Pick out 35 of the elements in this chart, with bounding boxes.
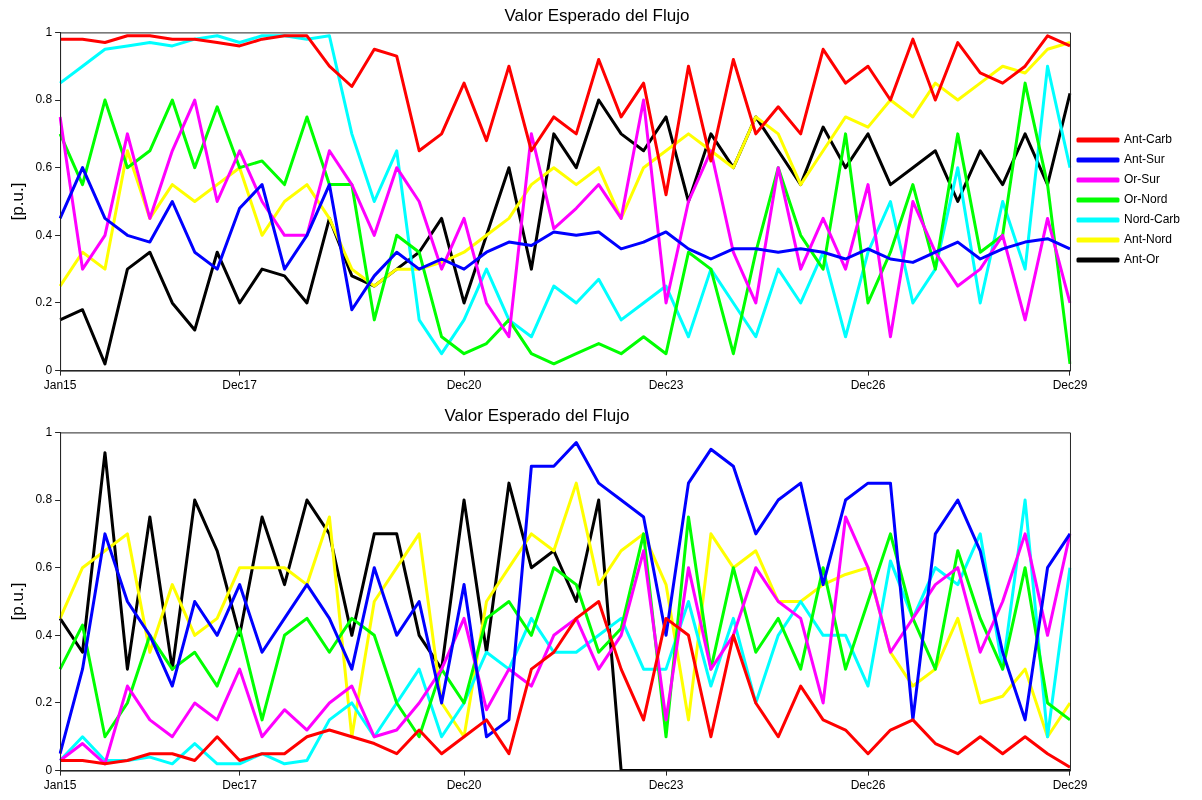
x-tick-label: Dec26 <box>850 378 886 393</box>
y-tick-label: 1 <box>45 24 53 39</box>
x-tick-label: Dec20 <box>446 378 482 393</box>
legend-label: Nord-Carb <box>1123 212 1181 227</box>
chart-title: Valor Esperado del Flujo <box>444 405 630 425</box>
y-axis-title: [p.u.] <box>7 582 27 621</box>
x-tick-label: Dec17 <box>222 778 258 793</box>
y-tick-label: 0.8 <box>35 492 53 507</box>
legend-label: Ant-Carb <box>1123 132 1173 147</box>
y-tick-label: 0.2 <box>35 695 53 710</box>
y-tick-label: 0 <box>45 362 53 377</box>
legend-label: Ant-Or <box>1123 252 1160 267</box>
x-tick-label: Dec26 <box>850 778 886 793</box>
y-tick-label: 0 <box>45 762 53 777</box>
y-tick-label: 0.8 <box>35 92 53 107</box>
y-tick-label: 0.2 <box>35 295 53 310</box>
chart-title: Valor Esperado del Flujo <box>504 5 690 25</box>
legend-label: Or-Sur <box>1123 172 1160 187</box>
x-tick-label: Dec29 <box>1052 378 1088 393</box>
x-tick-label: Dec20 <box>446 778 482 793</box>
y-tick-label: 0.4 <box>35 627 53 642</box>
x-tick-label: Dec29 <box>1052 778 1088 793</box>
legend-label: Or-Nord <box>1123 192 1168 207</box>
y-tick-label: 0.6 <box>35 159 53 174</box>
y-tick-label: 1 <box>45 424 53 439</box>
legend-label: Ant-Sur <box>1123 152 1165 167</box>
x-tick-label: Dec17 <box>222 378 258 393</box>
x-tick-label: Jan15 <box>43 378 77 393</box>
x-tick-label: Dec23 <box>648 778 684 793</box>
x-tick-label: Dec23 <box>648 378 684 393</box>
y-tick-label: 0.6 <box>35 559 53 574</box>
x-tick-label: Jan15 <box>43 778 77 793</box>
legend-label: Ant-Nord <box>1123 232 1173 247</box>
y-tick-label: 0.4 <box>35 227 53 242</box>
y-axis-title: [p.u.] <box>7 182 27 221</box>
